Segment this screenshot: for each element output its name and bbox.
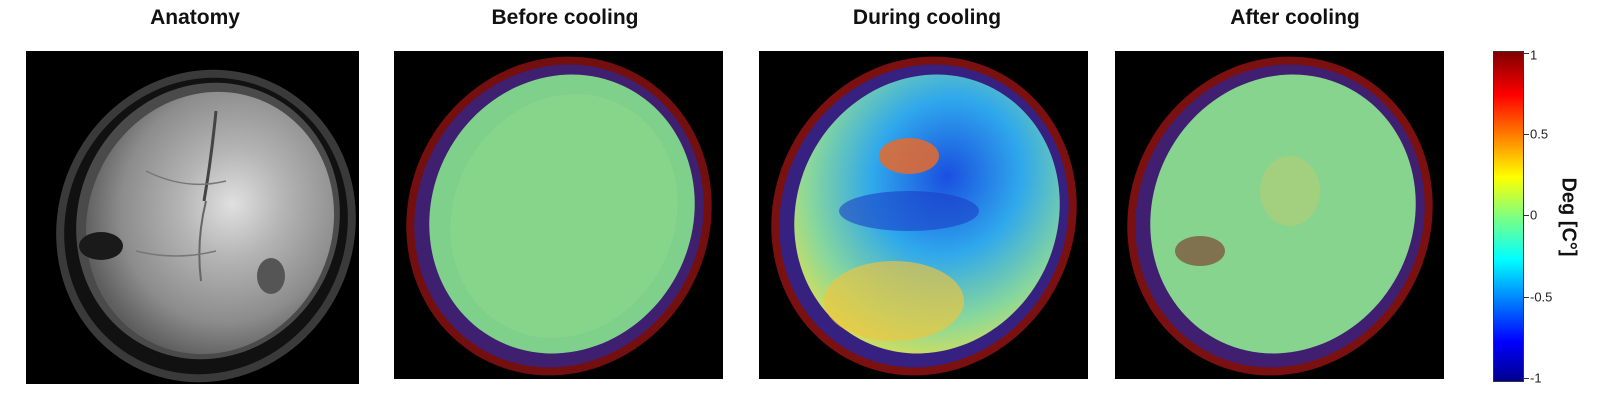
panel-title-before-cooling: Before cooling: [491, 6, 639, 29]
tick-mark: [1524, 378, 1529, 379]
colorbar-label: Deg [C°]: [1557, 177, 1580, 257]
tick-mark: [1524, 53, 1529, 54]
anatomy-image: [26, 51, 359, 384]
tick-mark: [1524, 134, 1529, 135]
colorbar-tick-label: 1: [1530, 47, 1538, 63]
panel-title-during-cooling: During cooling: [852, 6, 1002, 29]
colorbar-tick-label: 0: [1530, 207, 1538, 223]
tick-mark: [1524, 297, 1529, 298]
tick-mark: [1524, 215, 1529, 216]
colorbar: [1493, 51, 1524, 382]
panel-title-after-cooling: After cooling: [1230, 6, 1360, 29]
during-cooling-map: [759, 51, 1088, 379]
colorbar-tick-label: 0.5: [1530, 126, 1549, 142]
panel-title-anatomy: Anatomy: [150, 6, 240, 29]
colorbar-tick-label: -0.5: [1530, 289, 1553, 305]
colorbar-tick-label: -1: [1530, 370, 1542, 386]
after-cooling-map: [1115, 51, 1444, 379]
before-cooling-map: [394, 51, 723, 379]
